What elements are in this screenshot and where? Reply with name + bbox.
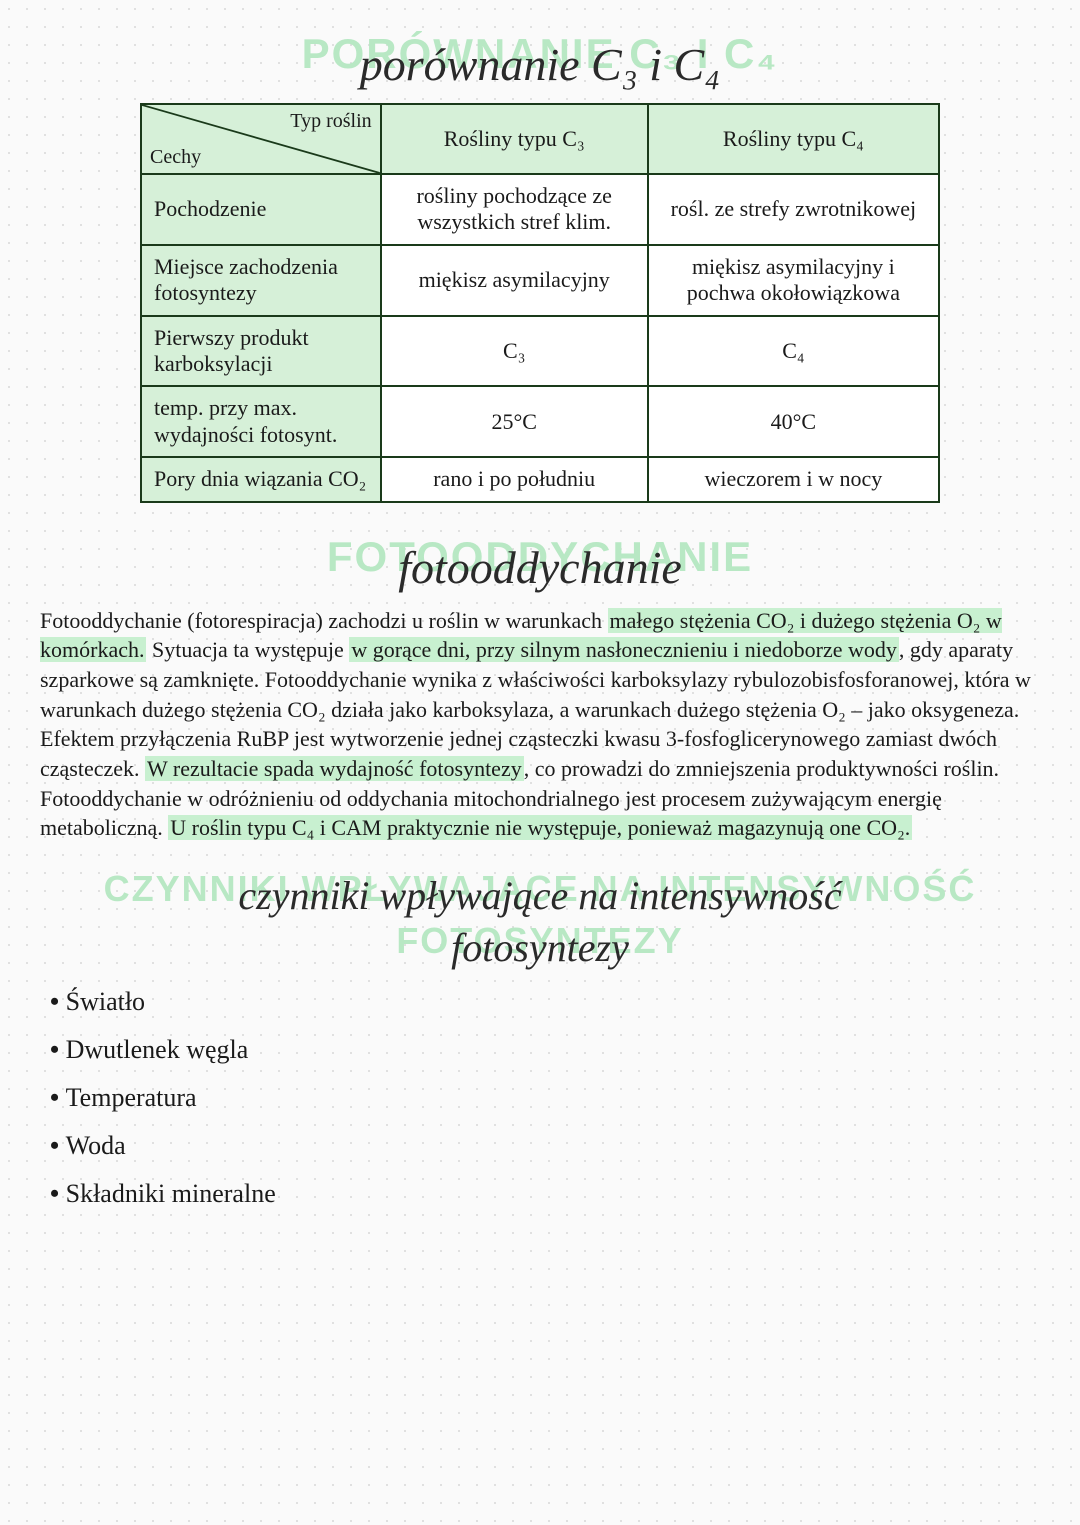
title-factors-line2: FOTOSYNTEZY fotosyntezy bbox=[30, 920, 1050, 962]
list-item: Dwutlenek węgla bbox=[50, 1035, 1030, 1065]
row-c4: wieczorem i w nocy bbox=[648, 457, 939, 501]
row-label: Miejsce zachodzenia fotosyntezy bbox=[141, 245, 381, 316]
title-comparison: PORÓWNANIE C₃ I C₄ porównanie C₃ i C₄ bbox=[30, 30, 1050, 78]
comparison-table: Typ roślin Cechy Rośliny typu C₃ Rośliny… bbox=[140, 103, 940, 503]
script-title-3a: czynniki wpływające na intensywność bbox=[30, 872, 1050, 919]
para-highlight: W rezultacie spada wydajność fotosyntezy bbox=[145, 756, 524, 781]
col-header-c4: Rośliny typu C₄ bbox=[648, 104, 939, 174]
list-item: Woda bbox=[50, 1131, 1030, 1161]
para-highlight: U roślin typu C₄ i CAM praktycznie nie w… bbox=[168, 815, 912, 840]
row-label: Pochodzenie bbox=[141, 174, 381, 245]
header-top-label: Typ roślin bbox=[290, 109, 371, 133]
photorespiration-paragraph: Fotooddychanie (fotorespiracja) zachodzi… bbox=[40, 606, 1040, 844]
row-c4: C₄ bbox=[648, 316, 939, 387]
table-row: Pory dnia wiązania CO₂ rano i po południ… bbox=[141, 457, 939, 501]
para-text: Sytuacja ta występuje bbox=[146, 637, 349, 662]
row-c3: rośliny pochodzące ze wszystkich stref k… bbox=[381, 174, 648, 245]
row-c3: C₃ bbox=[381, 316, 648, 387]
row-label: Pory dnia wiązania CO₂ bbox=[141, 457, 381, 501]
list-item: Składniki mineralne bbox=[50, 1179, 1030, 1209]
table-row: Miejsce zachodzenia fotosyntezy miękisz … bbox=[141, 245, 939, 316]
script-title-2: fotooddychanie bbox=[30, 541, 1050, 594]
para-text: Fotooddychanie (fotorespiracja) zachodzi… bbox=[40, 608, 608, 633]
row-c4: rośl. ze strefy zwrotnikowej bbox=[648, 174, 939, 245]
row-label: temp. przy max. wydajności fotosynt. bbox=[141, 386, 381, 457]
col-header-c3: Rośliny typu C₃ bbox=[381, 104, 648, 174]
row-c3: 25°C bbox=[381, 386, 648, 457]
row-c3: miękisz asymilacyjny bbox=[381, 245, 648, 316]
table-row: Pierwszy produkt karboksylacji C₃ C₄ bbox=[141, 316, 939, 387]
script-title-1: porównanie C₃ i C₄ bbox=[30, 38, 1050, 91]
para-highlight: w gorące dni, przy silnym nasłonecznieni… bbox=[349, 637, 899, 662]
list-item: Temperatura bbox=[50, 1083, 1030, 1113]
factors-list: Światło Dwutlenek węgla Temperatura Woda… bbox=[50, 987, 1030, 1209]
header-bottom-label: Cechy bbox=[150, 145, 201, 169]
row-label: Pierwszy produkt karboksylacji bbox=[141, 316, 381, 387]
row-c4: 40°C bbox=[648, 386, 939, 457]
table-row: Pochodzenie rośliny pochodzące ze wszyst… bbox=[141, 174, 939, 245]
title-photorespiration: FOTOODDYCHANIE fotooddychanie bbox=[30, 533, 1050, 581]
table-row: temp. przy max. wydajności fotosynt. 25°… bbox=[141, 386, 939, 457]
row-c4: miękisz asymilacyjny i pochwa okołowiązk… bbox=[648, 245, 939, 316]
script-title-3b: fotosyntezy bbox=[30, 924, 1050, 971]
title-factors-line1: CZYNNIKI WPŁYWAJĄCE NA INTENSYWNOŚĆ czyn… bbox=[30, 868, 1050, 910]
diagonal-header-cell: Typ roślin Cechy bbox=[141, 104, 381, 174]
table-header-row: Typ roślin Cechy Rośliny typu C₃ Rośliny… bbox=[141, 104, 939, 174]
list-item: Światło bbox=[50, 987, 1030, 1017]
row-c3: rano i po południu bbox=[381, 457, 648, 501]
